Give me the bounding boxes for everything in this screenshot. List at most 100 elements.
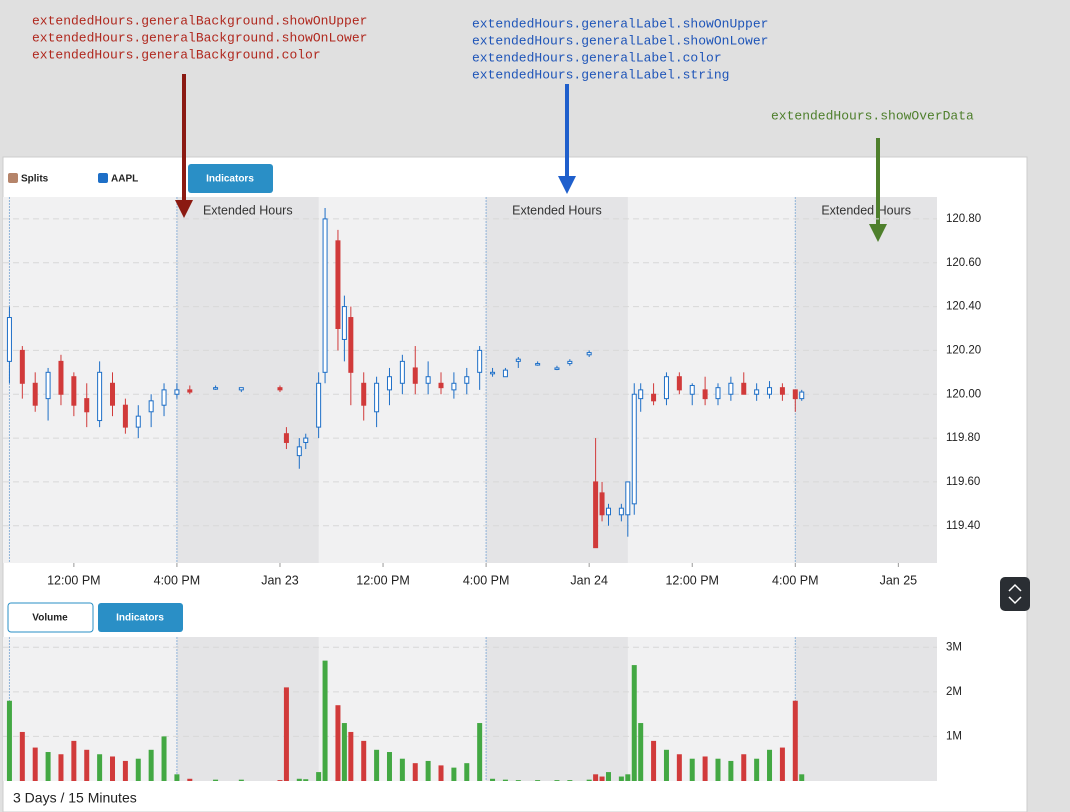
footer-label: 3 Days / 15 Minutes: [13, 790, 137, 806]
x-tick-label: Jan 23: [261, 573, 299, 587]
volume-bar: [19, 731, 25, 781]
volume-bar: [187, 778, 193, 781]
volume-bar: [213, 779, 219, 781]
candle-body: [702, 389, 708, 400]
legend-label[interactable]: AAPL: [111, 174, 138, 185]
volume-bar: [412, 763, 418, 781]
candle-body: [754, 389, 760, 395]
x-tick-label: 12:00 PM: [356, 573, 410, 587]
candle-body: [148, 400, 154, 413]
candle-body: [341, 306, 347, 340]
volume-bar: [122, 760, 128, 781]
legend-label[interactable]: Splits: [21, 174, 49, 185]
y-tick-label: 120.20: [946, 344, 981, 356]
extended-hours-label: Extended Hours: [512, 203, 602, 217]
candle-body: [554, 367, 560, 370]
scroll-toggle[interactable]: [1000, 577, 1030, 611]
volume-bar: [792, 700, 798, 781]
legend-swatch: [98, 173, 108, 183]
volume-bar: [535, 780, 541, 781]
volume-bar: [283, 687, 289, 781]
volume-bar: [6, 700, 12, 781]
toggle-icon: [1008, 583, 1022, 605]
y-tick-label: 119.80: [946, 432, 980, 444]
candle-body: [322, 218, 328, 373]
candle-body: [296, 446, 302, 457]
annotation: extendedHours.generalBackground.showOnUp…: [32, 13, 367, 28]
volume-bar: [322, 660, 328, 781]
volume-bar: [148, 749, 154, 781]
candle-body: [361, 382, 367, 406]
volume-bar: [174, 774, 180, 781]
x-tick-label: 12:00 PM: [665, 573, 719, 587]
button-label[interactable]: Indicators: [116, 613, 164, 624]
candle-body: [586, 352, 592, 356]
volume-bar: [625, 774, 631, 781]
volume-bar: [335, 705, 341, 781]
volume-bar: [161, 736, 167, 781]
candle-body: [374, 382, 380, 413]
extended-hours-bg: [795, 197, 937, 563]
candle-body: [161, 389, 167, 406]
candle-body: [19, 349, 25, 384]
y-tick-label: 120.00: [946, 388, 981, 400]
volume-bar: [451, 767, 457, 781]
y-tick-label: 2M: [946, 686, 962, 698]
volume-bar: [767, 749, 773, 781]
candle-body: [618, 507, 624, 516]
extended-hours-bg: [176, 637, 319, 781]
y-tick-label: 1M: [946, 730, 962, 742]
volume-bar: [425, 760, 431, 781]
button-label[interactable]: Volume: [32, 613, 68, 624]
x-tick-label: 4:00 PM: [463, 573, 510, 587]
candle-body: [464, 376, 470, 384]
candle-body: [303, 437, 309, 443]
volume-bar: [438, 765, 444, 781]
button[interactable]: [98, 603, 183, 632]
candle-body: [174, 389, 180, 395]
candle-body: [277, 387, 283, 391]
button-label[interactable]: Indicators: [206, 174, 254, 185]
candle-body: [625, 481, 631, 516]
volume-bar: [702, 756, 708, 781]
candle-body: [502, 369, 508, 378]
volume-bar: [599, 776, 605, 781]
volume-bar: [651, 740, 657, 781]
volume-bar: [715, 758, 721, 781]
volume-bar: [631, 665, 637, 781]
volume-bar: [303, 779, 309, 781]
x-tick-label: 12:00 PM: [47, 573, 101, 587]
candle-body: [348, 317, 354, 373]
y-tick-label: 119.60: [946, 476, 980, 488]
x-tick-label: Jan 24: [570, 573, 608, 587]
volume-bar: [316, 772, 322, 781]
volume-bar: [728, 760, 734, 781]
volume-bar: [238, 779, 244, 781]
y-tick-label: 120.60: [946, 257, 981, 269]
volume-bar: [799, 774, 805, 781]
volume-bar: [490, 778, 496, 781]
volume-bar: [638, 723, 644, 781]
candle-body: [792, 389, 798, 400]
candle-body: [187, 389, 193, 393]
volume-bar: [348, 731, 354, 781]
button[interactable]: [188, 164, 273, 193]
candle-body: [238, 387, 244, 391]
volume-bar: [464, 763, 470, 781]
volume-bar: [135, 758, 141, 781]
button[interactable]: [7, 602, 94, 633]
x-tick-label: 4:00 PM: [154, 573, 201, 587]
candle-body: [689, 384, 695, 395]
candle-body: [122, 404, 128, 428]
x-tick-label: Jan 25: [880, 573, 918, 587]
volume-bar: [97, 754, 103, 781]
annotation: extendedHours.generalLabel.showOnUpper: [472, 16, 768, 31]
annotation: extendedHours.generalBackground.showOnLo…: [32, 30, 367, 45]
annotation: extendedHours.generalLabel.color: [472, 50, 722, 65]
arrow-head: [869, 224, 887, 242]
candle-body: [799, 391, 805, 400]
volume-bar: [399, 758, 405, 781]
annotation: extendedHours.generalLabel.string: [472, 67, 729, 82]
volume-bar: [515, 780, 521, 781]
